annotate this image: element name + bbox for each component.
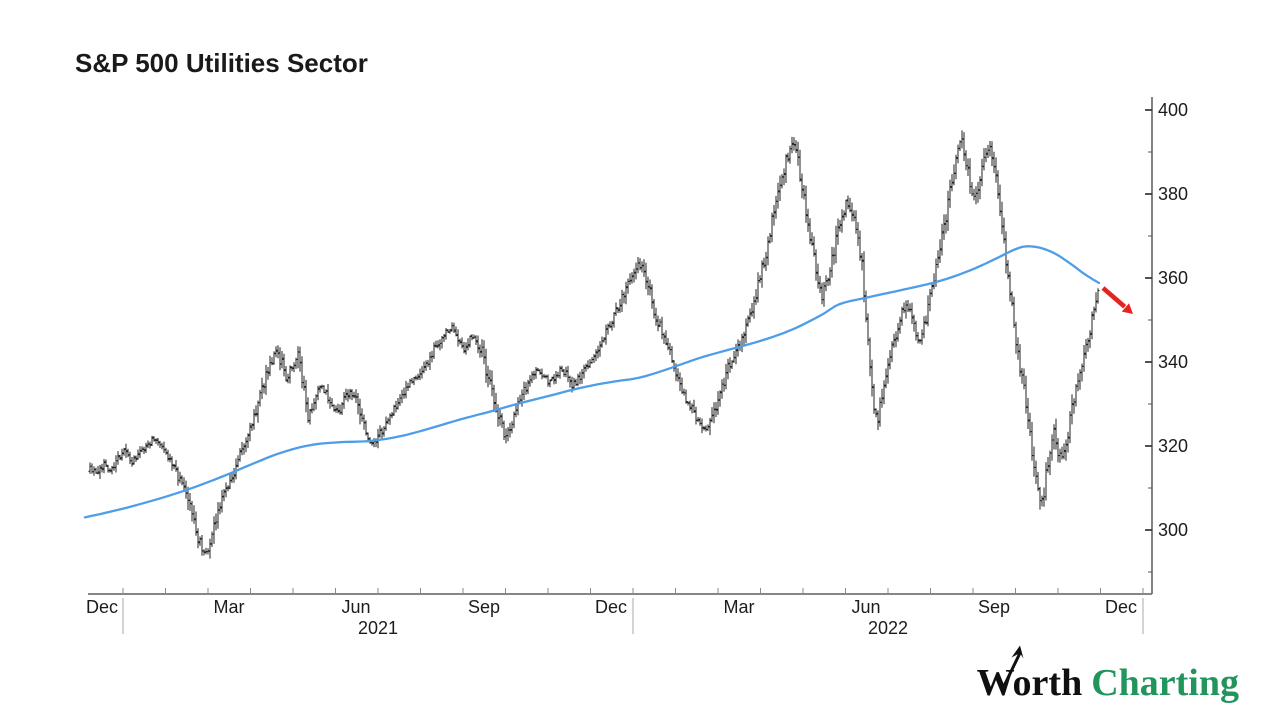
svg-text:Dec: Dec bbox=[86, 597, 118, 617]
price-bars bbox=[88, 130, 1100, 559]
logo-word-worth: Worth bbox=[976, 662, 1083, 704]
moving-average-line bbox=[83, 245, 1101, 519]
svg-text:2021: 2021 bbox=[358, 618, 398, 638]
svg-text:Mar: Mar bbox=[724, 597, 755, 617]
svg-text:320: 320 bbox=[1158, 436, 1188, 456]
logo-word-charting: Charting bbox=[1091, 662, 1239, 704]
svg-text:340: 340 bbox=[1158, 352, 1188, 372]
chart-title: S&P 500 Utilities Sector bbox=[75, 48, 368, 78]
svg-text:400: 400 bbox=[1158, 100, 1188, 120]
svg-text:Mar: Mar bbox=[214, 597, 245, 617]
brand-logo: Worth Charting bbox=[976, 645, 1239, 707]
svg-text:300: 300 bbox=[1158, 520, 1188, 540]
svg-text:380: 380 bbox=[1158, 184, 1188, 204]
svg-text:Sep: Sep bbox=[978, 597, 1010, 617]
svg-text:2022: 2022 bbox=[868, 618, 908, 638]
down-arrow-annotation bbox=[1101, 286, 1133, 314]
svg-text:Sep: Sep bbox=[468, 597, 500, 617]
svg-text:Jun: Jun bbox=[851, 597, 880, 617]
svg-text:Dec: Dec bbox=[1105, 597, 1137, 617]
svg-text:360: 360 bbox=[1158, 268, 1188, 288]
svg-text:Jun: Jun bbox=[341, 597, 370, 617]
svg-text:Dec: Dec bbox=[595, 597, 627, 617]
logo-up-arrow-icon bbox=[1002, 645, 1024, 687]
axes: 400 380 360 340 320 300 Dec Mar Jun Sep Dec Mar Jun S… bbox=[86, 97, 1188, 638]
